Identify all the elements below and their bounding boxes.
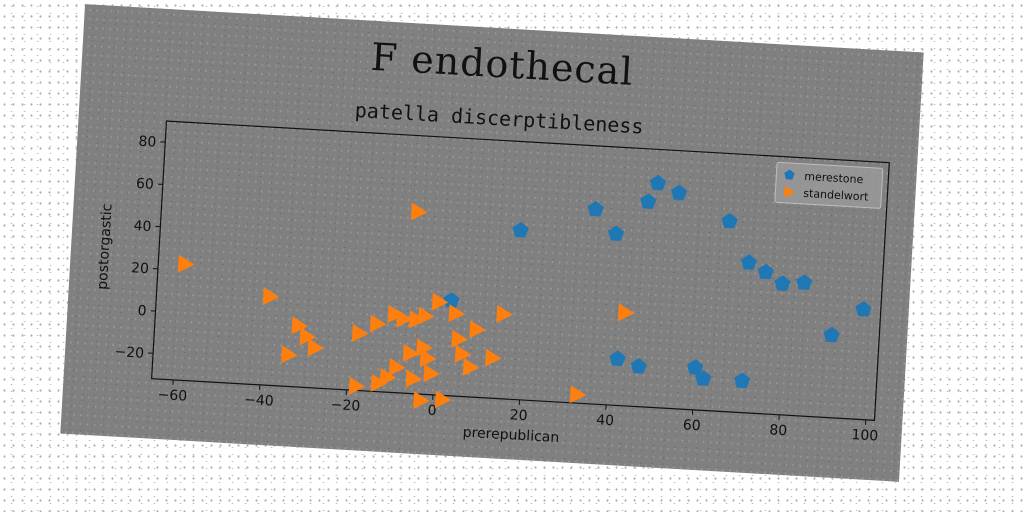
merestone-point — [443, 292, 460, 308]
standelwort-point — [417, 306, 435, 325]
standelwort-point — [410, 202, 428, 221]
x-tick-label: 80 — [769, 422, 788, 439]
legend-label-merestone: merestone — [804, 170, 864, 186]
y-tick-label: −20 — [114, 344, 144, 362]
legend-box — [774, 161, 884, 209]
standelwort-point — [402, 343, 420, 362]
merestone-point — [587, 200, 604, 217]
y-axis-label: postorgastic — [95, 203, 116, 290]
merestone-point — [687, 359, 704, 375]
standelwort-point — [177, 254, 195, 273]
chart-svg: −60 −40 −20 0 20 40 60 80 100 −20 0 20 40 60 80 prerepu… — [95, 120, 890, 447]
plot-frame — [150, 120, 890, 421]
x-tick-label: 100 — [851, 427, 879, 445]
x-tick-label: 40 — [596, 412, 615, 429]
standelwort-point — [617, 303, 635, 322]
merestone-point — [734, 372, 751, 389]
standelwort-point — [454, 344, 472, 363]
standelwort-point — [419, 349, 437, 368]
merestone-point — [796, 274, 813, 290]
standelwort-point — [281, 345, 298, 364]
standelwort-point — [423, 364, 440, 383]
x-axis-label: prerepublican — [462, 425, 559, 447]
legend-label-standelwort: standelwort — [803, 187, 869, 204]
standelwort-point — [448, 304, 466, 323]
merestone-point — [774, 275, 791, 291]
standelwort-point — [416, 338, 433, 357]
standelwort-point — [413, 391, 430, 410]
merestone-point — [640, 193, 657, 209]
standelwort-point — [434, 390, 452, 409]
standelwort-point — [396, 309, 413, 328]
standelwort-point — [348, 376, 366, 395]
standelwort-point — [409, 310, 426, 329]
standelwort-point — [496, 304, 513, 323]
standelwort-point — [451, 329, 468, 348]
standelwort-point — [307, 338, 325, 357]
y-tick-label: 80 — [138, 134, 157, 151]
standelwort-point — [469, 320, 486, 339]
merestone-point — [512, 221, 529, 238]
standelwort-point — [485, 348, 502, 367]
merestone-point — [757, 263, 774, 280]
merestone-point — [740, 254, 758, 270]
x-tick-label: −40 — [244, 392, 274, 410]
x-tick-label: 0 — [427, 403, 437, 419]
y-tick-label: 0 — [137, 303, 147, 319]
merestone-point — [609, 350, 626, 367]
standelwort-point — [369, 314, 387, 333]
merestone-point — [695, 370, 712, 386]
standelwort-point — [431, 292, 449, 311]
legend-standelwort-marker — [784, 185, 795, 198]
standelwort-point — [291, 316, 308, 335]
y-tick-label: 40 — [133, 218, 152, 235]
chart-figure: F endothecal patella discerptibleness −6… — [60, 4, 924, 482]
x-tick-label: −60 — [157, 387, 187, 405]
x-tick-label: 60 — [682, 417, 701, 434]
standelwort-point — [262, 287, 280, 306]
standelwort-point — [351, 324, 369, 342]
standelwort-point — [387, 304, 405, 323]
standelwort-point — [370, 373, 388, 392]
merestone-point — [721, 212, 738, 229]
merestone-point — [823, 326, 840, 343]
merestone-point — [671, 184, 688, 201]
standelwort-point — [379, 367, 397, 386]
merestone-point — [649, 174, 667, 191]
standelwort-point — [299, 327, 317, 346]
y-tick-label: 20 — [131, 260, 150, 277]
y-tick-label: 60 — [136, 176, 155, 193]
x-tick-label: −20 — [330, 397, 360, 415]
legend-merestone-marker — [784, 169, 795, 180]
merestone-point — [630, 357, 647, 374]
standelwort-point — [388, 357, 406, 376]
merestone-point — [607, 225, 625, 241]
standelwort-point — [462, 357, 480, 376]
standelwort-point — [405, 369, 423, 388]
standelwort-point — [569, 385, 587, 404]
x-tick-label: 20 — [509, 407, 528, 424]
merestone-point — [855, 301, 872, 317]
